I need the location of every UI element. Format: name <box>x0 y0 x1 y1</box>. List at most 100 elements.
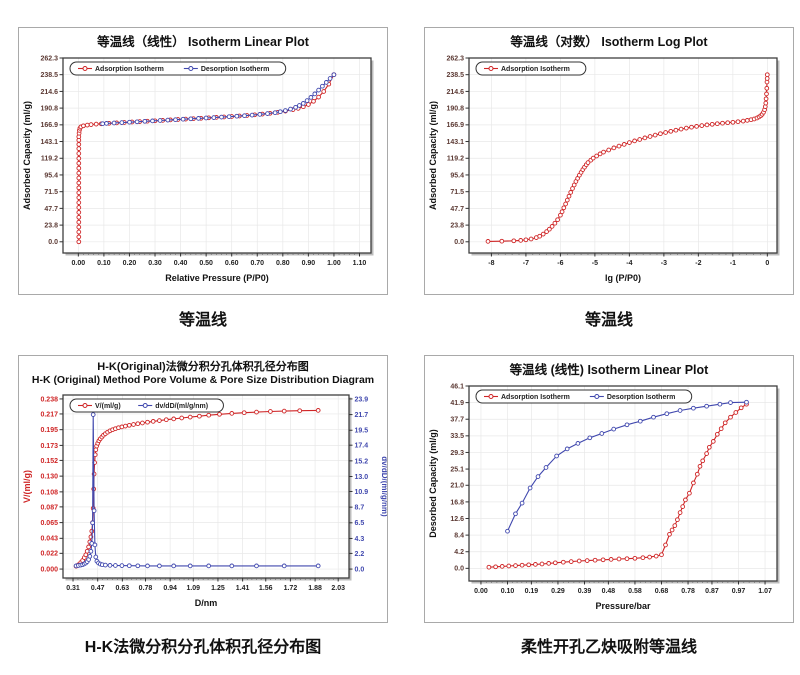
svg-text:47.7: 47.7 <box>44 206 58 213</box>
svg-text:1.25: 1.25 <box>211 585 225 592</box>
svg-text:0.60: 0.60 <box>225 260 239 267</box>
svg-text:0.40: 0.40 <box>174 260 188 267</box>
chart-title-acetylene: 等温线 (线性) Isotherm Linear Plot <box>509 363 709 377</box>
svg-text:0.173: 0.173 <box>40 443 58 450</box>
svg-text:0.70: 0.70 <box>250 260 264 267</box>
svg-text:0.47: 0.47 <box>91 585 105 592</box>
isotherm-linear-plot: 0.00 0.10 0.20 0.30 0.40 0.50 0.60 0.70 0.80 0.90… <box>22 55 374 283</box>
svg-text:1.56: 1.56 <box>259 585 273 592</box>
svg-text:V/(ml/g): V/(ml/g) <box>95 403 121 410</box>
svg-text:1.10: 1.10 <box>353 260 367 267</box>
svg-text:37.7: 37.7 <box>450 417 464 424</box>
svg-text:238.5: 238.5 <box>446 72 464 79</box>
svg-text:Adsorbed Capacity (ml/g): Adsorbed Capacity (ml/g) <box>428 101 438 210</box>
svg-text:-5: -5 <box>592 260 598 267</box>
svg-text:46.1: 46.1 <box>450 383 464 390</box>
svg-text:143.1: 143.1 <box>446 139 464 146</box>
svg-text:23.8: 23.8 <box>450 223 464 230</box>
svg-text:71.5: 71.5 <box>450 189 464 196</box>
svg-text:95.4: 95.4 <box>44 172 58 179</box>
svg-text:119.2: 119.2 <box>41 156 58 163</box>
svg-text:47.7: 47.7 <box>450 206 464 213</box>
svg-text:0.130: 0.130 <box>40 473 58 480</box>
chart-card-isotherm-log: 等温线（对数） Isotherm Log Plot -8 -7 -6 -5 -4 -3 -2… <box>424 27 794 295</box>
svg-text:166.9: 166.9 <box>40 122 58 129</box>
svg-text:0.68: 0.68 <box>655 588 669 595</box>
svg-text:0.94: 0.94 <box>163 585 177 592</box>
svg-text:0.90: 0.90 <box>302 260 316 267</box>
svg-text:dv/dD/(ml/g/nm): dv/dD/(ml/g/nm) <box>380 456 387 517</box>
svg-text:0.97: 0.97 <box>732 588 746 595</box>
svg-text:25.1: 25.1 <box>450 466 464 473</box>
svg-text:143.1: 143.1 <box>40 139 58 146</box>
svg-text:0.39: 0.39 <box>578 588 592 595</box>
svg-text:214.6: 214.6 <box>40 89 58 96</box>
svg-text:dv/dD/(ml/g/nm): dv/dD/(ml/g/nm) <box>155 403 208 410</box>
svg-text:1.09: 1.09 <box>186 585 200 592</box>
svg-text:0.238: 0.238 <box>40 396 58 403</box>
svg-text:-6: -6 <box>557 260 563 267</box>
svg-text:0.50: 0.50 <box>199 260 213 267</box>
caption-hk-pore-distribution: H-K法微分积分孔体积孔径分布图 <box>84 639 322 656</box>
svg-text:Adsorption Isotherm: Adsorption Isotherm <box>501 394 570 401</box>
svg-text:6.5: 6.5 <box>355 520 365 527</box>
svg-text:262.3: 262.3 <box>446 55 464 62</box>
svg-text:0.00: 0.00 <box>474 588 488 595</box>
chart-title-hk-cn: H-K(Original)法微分积分孔体积孔径分布图 <box>97 361 309 373</box>
svg-text:0.63: 0.63 <box>116 585 130 592</box>
svg-text:0.20: 0.20 <box>123 260 137 267</box>
svg-text:-7: -7 <box>523 260 529 267</box>
svg-text:190.8: 190.8 <box>446 105 464 112</box>
svg-text:4.2: 4.2 <box>454 549 464 556</box>
chart-title-hk-en: H-K (Original) Method Pore Volume & Pore… <box>31 374 375 387</box>
svg-text:0.10: 0.10 <box>501 588 515 595</box>
chart-title-isotherm-log: 等温线（对数） Isotherm Log Plot <box>510 35 708 49</box>
svg-text:0.87: 0.87 <box>705 588 719 595</box>
svg-text:4.3: 4.3 <box>355 536 365 543</box>
svg-text:Desorption Isotherm: Desorption Isotherm <box>607 394 675 401</box>
svg-text:0.195: 0.195 <box>40 427 58 434</box>
svg-text:Adsorption Isotherm: Adsorption Isotherm <box>95 66 164 73</box>
svg-text:0.29: 0.29 <box>551 588 565 595</box>
svg-text:23.8: 23.8 <box>44 223 58 230</box>
svg-text:166.9: 166.9 <box>446 122 464 129</box>
acetylene-isotherm-plot: 0.00 0.10 0.19 0.29 0.39 0.48 0.58 0.68 0.78 0.87… <box>428 383 780 611</box>
svg-text:21.0: 21.0 <box>450 483 464 490</box>
svg-text:33.5: 33.5 <box>450 433 464 440</box>
svg-text:0.10: 0.10 <box>97 260 111 267</box>
svg-text:0.152: 0.152 <box>40 458 58 465</box>
svg-text:2.2: 2.2 <box>355 551 365 558</box>
svg-text:-1: -1 <box>730 260 736 267</box>
svg-text:0.108: 0.108 <box>40 489 58 496</box>
svg-text:13.0: 13.0 <box>355 474 369 481</box>
svg-text:V/(ml/g): V/(ml/g) <box>22 470 32 503</box>
svg-text:Desorbed Capacity (ml/g): Desorbed Capacity (ml/g) <box>428 429 438 538</box>
svg-text:2.03: 2.03 <box>331 585 345 592</box>
svg-text:41.9: 41.9 <box>450 400 464 407</box>
svg-text:-2: -2 <box>695 260 701 267</box>
caption-isotherm-log: 等温线 <box>584 312 633 329</box>
svg-text:Relative Pressure (P/P0): Relative Pressure (P/P0) <box>165 273 269 283</box>
svg-text:Pressure/bar: Pressure/bar <box>595 601 651 611</box>
svg-text:1.72: 1.72 <box>284 585 298 592</box>
svg-text:214.6: 214.6 <box>446 89 464 96</box>
svg-text:1.41: 1.41 <box>236 585 250 592</box>
chart-title-isotherm-linear: 等温线（线性） Isotherm Linear Plot <box>97 35 309 49</box>
svg-text:8.7: 8.7 <box>355 504 365 511</box>
svg-text:262.3: 262.3 <box>40 55 58 62</box>
chart-card-acetylene-isotherm: 等温线 (线性) Isotherm Linear Plot 0.00 0.10 0.… <box>424 355 794 623</box>
svg-text:0.087: 0.087 <box>40 504 58 511</box>
svg-text:19.5: 19.5 <box>355 427 369 434</box>
svg-text:0.065: 0.065 <box>40 520 58 527</box>
svg-text:-4: -4 <box>626 260 632 267</box>
svg-text:0.58: 0.58 <box>628 588 642 595</box>
svg-text:-3: -3 <box>661 260 667 267</box>
svg-text:12.6: 12.6 <box>450 516 464 523</box>
svg-text:1.00: 1.00 <box>327 260 341 267</box>
svg-text:0.217: 0.217 <box>40 411 58 418</box>
svg-text:1.88: 1.88 <box>308 585 322 592</box>
svg-text:0.19: 0.19 <box>525 588 539 595</box>
svg-text:Desorption Isotherm: Desorption Isotherm <box>201 66 269 73</box>
svg-text:0.000: 0.000 <box>40 566 58 573</box>
svg-text:8.4: 8.4 <box>454 533 464 540</box>
